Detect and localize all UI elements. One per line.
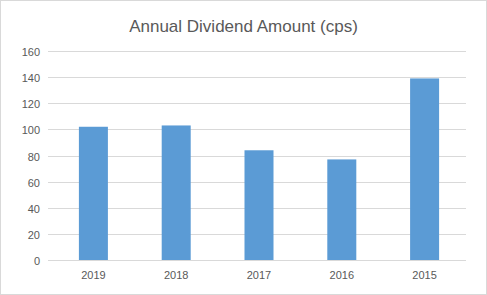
chart-title: Annual Dividend Amount (cps)	[129, 17, 358, 36]
bars	[79, 78, 439, 260]
y-tick-label: 160	[22, 46, 40, 58]
grid-line	[48, 129, 466, 130]
x-tick-label: 2018	[164, 269, 188, 281]
x-tick-label: 2015	[412, 269, 436, 281]
bar	[162, 125, 191, 260]
bar	[79, 127, 108, 260]
x-tick-label: 2017	[247, 269, 271, 281]
grid	[48, 52, 466, 261]
x-tick-label: 2019	[81, 269, 105, 281]
y-tick-label: 140	[22, 72, 40, 84]
y-tick-label: 80	[28, 151, 40, 163]
grid-line	[48, 103, 466, 104]
x-axis-line	[52, 260, 466, 261]
bar	[327, 159, 356, 260]
grid-line	[48, 260, 466, 261]
y-tick-label: 0	[34, 255, 40, 267]
grid-line	[48, 77, 466, 78]
chart-frame	[1, 1, 487, 295]
chart-container: Annual Dividend Amount (cps) 0 20 40 60 80 100…	[0, 0, 487, 295]
y-tick-label: 60	[28, 177, 40, 189]
y-tick-label: 120	[22, 98, 40, 110]
bar	[245, 150, 274, 260]
x-tick-label: 2016	[330, 269, 354, 281]
y-tick-label: 40	[28, 203, 40, 215]
chart-svg: Annual Dividend Amount (cps) 0 20 40 60 80 100…	[0, 0, 487, 295]
y-tick-label: 100	[22, 124, 40, 136]
grid-line	[48, 51, 466, 52]
y-tick-label: 20	[28, 229, 40, 241]
bar	[410, 78, 439, 260]
